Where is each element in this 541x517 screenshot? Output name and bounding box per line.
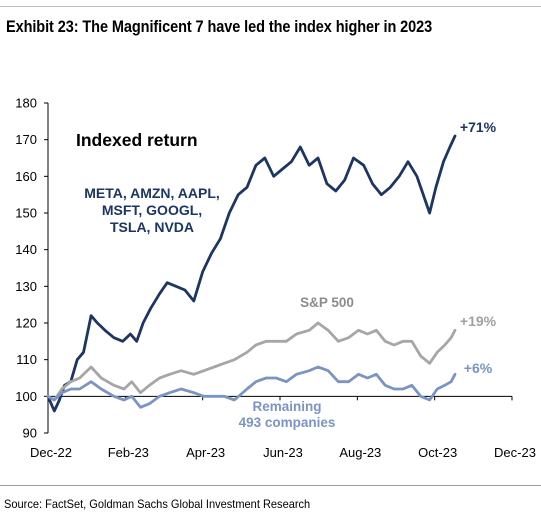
top-rule <box>0 6 541 7</box>
x-tick-label: Aug-23 <box>339 445 381 460</box>
sp500-series-line <box>46 321 457 402</box>
remaining-493-end-label: +6% <box>464 360 493 376</box>
mag7-legend-label: TSLA, NVDA <box>110 219 194 235</box>
line-chart: 90 100 110 120 130 140 150 160 170 180 Dec-22 Feb-2… <box>15 96 536 461</box>
y-tick-label: 90 <box>23 426 37 441</box>
exhibit-title: Exhibit 23: The Magnificent 7 have led t… <box>6 18 433 36</box>
y-tick-label: 150 <box>15 206 37 221</box>
x-tick-label: Apr-23 <box>186 445 225 460</box>
x-tick-label: Dec-23 <box>494 445 536 460</box>
remaining-493-series-line <box>46 365 457 409</box>
mag7-series-line <box>46 134 457 413</box>
bottom-rule <box>0 485 541 486</box>
y-tick-label: 120 <box>15 316 37 331</box>
x-tick-label: Feb-23 <box>108 445 149 460</box>
x-tick-label: Oct-23 <box>418 445 457 460</box>
remaining-493-legend-label: Remaining <box>252 399 321 414</box>
sp500-legend-label: S&P 500 <box>300 295 354 310</box>
mag7-end-label: +71% <box>460 119 497 135</box>
indexed-return-label: Indexed return <box>76 130 198 150</box>
y-tick-label: 160 <box>15 169 37 184</box>
y-tick-label: 110 <box>16 352 37 367</box>
y-tick-label: 130 <box>15 279 37 294</box>
y-tick-label: 180 <box>15 96 37 111</box>
x-tick-label: Dec-22 <box>30 445 72 460</box>
x-tick-label: Jun-23 <box>263 445 303 460</box>
mag7-legend-label: META, AMZN, AAPL, <box>84 185 220 201</box>
y-tick-label: 100 <box>15 389 37 404</box>
source-note: Source: FactSet, Goldman Sachs Global In… <box>4 497 311 511</box>
chart-axes: 90 100 110 120 130 140 150 160 170 180 Dec-22 Feb-2… <box>15 96 536 461</box>
y-tick-label: 140 <box>15 242 37 257</box>
mag7-legend-label: MSFT, GOOGL, <box>102 202 202 218</box>
labels-layer: Indexed return META, AMZN, AAPL,MSFT, GOO… <box>76 119 497 430</box>
series-layer <box>46 134 457 413</box>
sp500-end-label: +19% <box>460 313 497 329</box>
remaining-493-legend-label: 493 companies <box>239 415 336 430</box>
y-tick-label: 170 <box>15 132 37 147</box>
